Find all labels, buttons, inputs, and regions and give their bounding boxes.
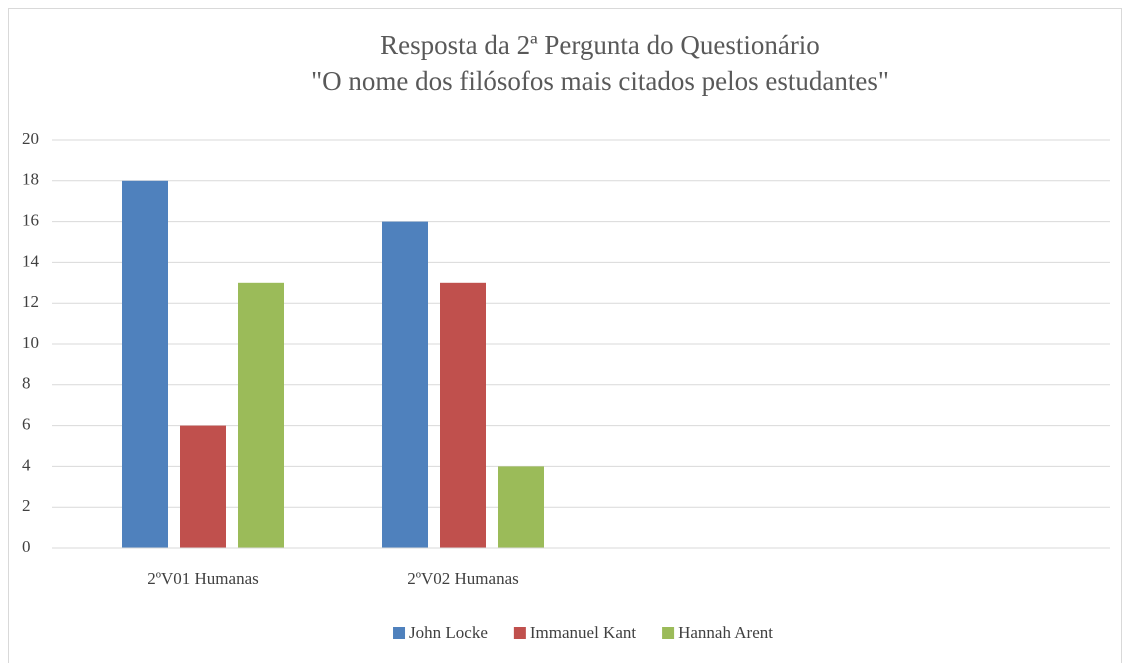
y-tick-label: 10 (22, 333, 39, 352)
y-tick-label: 18 (22, 170, 39, 189)
y-tick-label: 4 (22, 455, 31, 474)
legend-label: John Locke (409, 623, 488, 642)
y-tick-label: 6 (22, 415, 31, 434)
legend-swatch (513, 627, 526, 639)
legend-label: Hannah Arent (678, 623, 773, 642)
bar (238, 282, 284, 548)
bar (382, 221, 428, 548)
legend: John Locke Immanuel Kant Hannah Arent (393, 623, 773, 642)
legend-label: Immanuel Kant (530, 623, 636, 642)
y-tick-label: 0 (22, 537, 31, 556)
y-tick-label: 2 (22, 496, 31, 515)
bar (440, 282, 486, 548)
y-tick-label: 12 (22, 292, 39, 311)
chart-subtitle: "O nome dos filósofos mais citados pelos… (311, 66, 889, 96)
bar (122, 180, 168, 549)
y-tick-label: 14 (22, 251, 40, 270)
chart-title: Resposta da 2ª Pergunta do Questionário (380, 30, 820, 60)
legend-swatch (662, 627, 675, 639)
y-tick-label: 8 (22, 374, 31, 393)
legend-swatch (393, 627, 406, 639)
bar (498, 466, 544, 548)
x-tick-label: 2ºV01 Humanas (147, 569, 259, 588)
chart-border (8, 8, 1122, 663)
x-tick-label: 2ºV02 Humanas (407, 569, 519, 588)
bar (180, 425, 226, 548)
y-tick-label: 20 (22, 129, 39, 148)
y-tick-label: 16 (22, 211, 39, 230)
